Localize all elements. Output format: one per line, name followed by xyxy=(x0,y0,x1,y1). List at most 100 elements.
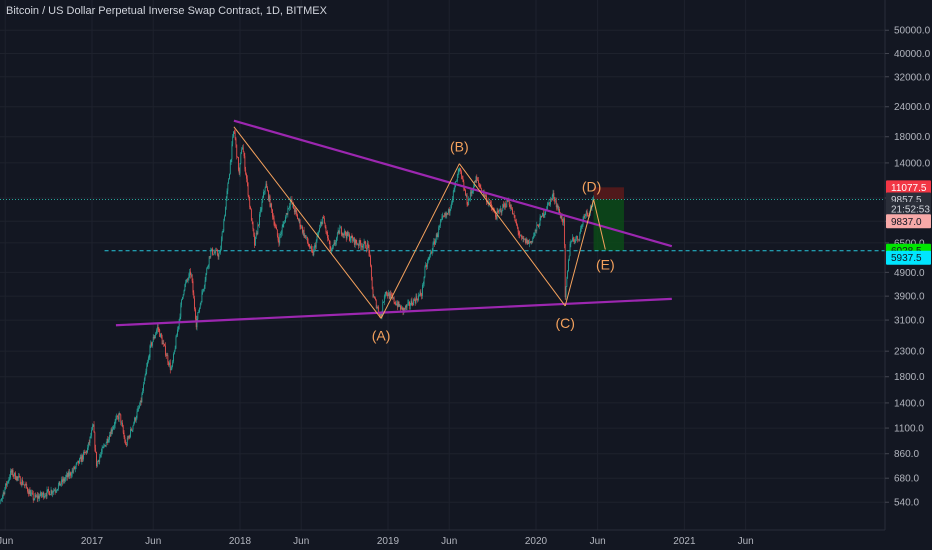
candle-body xyxy=(379,314,381,316)
candle-body xyxy=(428,257,430,260)
candle-body xyxy=(363,241,365,246)
candle-body xyxy=(476,176,478,180)
candle-body xyxy=(504,203,506,207)
wave-segment[interactable] xyxy=(593,199,606,250)
candle-body xyxy=(323,218,325,224)
candle-body xyxy=(144,375,146,379)
candle-body xyxy=(187,279,189,281)
candle-body xyxy=(430,252,432,254)
candle-body xyxy=(298,219,300,221)
candle-body xyxy=(409,305,411,306)
candle-body xyxy=(544,211,546,215)
candle-body xyxy=(432,243,434,252)
candle-body xyxy=(123,432,125,438)
candle-body xyxy=(66,474,68,478)
candle-body xyxy=(143,378,145,385)
candle-body xyxy=(499,209,500,212)
candle-body xyxy=(146,366,148,372)
candle-body xyxy=(578,239,580,241)
candle-body xyxy=(474,181,476,183)
candle-body xyxy=(556,205,558,208)
candle-body xyxy=(219,252,221,254)
candle-body xyxy=(342,233,344,236)
candle-body xyxy=(396,303,398,307)
candle-body xyxy=(137,408,139,412)
candle-body xyxy=(426,262,428,267)
time-tick-label: Jun xyxy=(0,536,13,547)
candle-body xyxy=(100,454,101,457)
candle-body xyxy=(57,489,58,491)
candle-body xyxy=(354,239,356,245)
candle-body xyxy=(98,460,100,462)
price-axis[interactable]: 540.0 680.0 860.0 1100.0 1400.0 1800.0 2300.0 3… xyxy=(884,0,932,550)
time-axis[interactable]: Jun 2017 Jun 2018 Jun 2019 Jun 2020 Jun 2021 Jun xyxy=(0,529,885,547)
candle-body xyxy=(297,219,299,221)
price-badge-label: 9837.0 xyxy=(891,217,922,228)
candle-body xyxy=(6,483,7,486)
lower-trendline[interactable] xyxy=(115,297,672,327)
candle-body xyxy=(47,489,49,490)
candle-body xyxy=(351,235,353,239)
wave-segment[interactable] xyxy=(564,199,595,307)
candle-body xyxy=(166,355,168,357)
candle-body xyxy=(82,455,84,460)
candle-body xyxy=(574,241,576,243)
candle-body xyxy=(113,425,115,427)
candle-body xyxy=(33,499,35,500)
candle-body xyxy=(133,423,135,426)
candle-body xyxy=(228,179,230,184)
wave-segment[interactable] xyxy=(233,126,382,319)
time-tick-label: Jun xyxy=(590,536,606,547)
candle-body xyxy=(358,240,360,246)
wave-segment[interactable] xyxy=(458,163,566,307)
candle-body xyxy=(430,252,431,255)
time-tick-label: 2017 xyxy=(81,536,104,547)
candle-body xyxy=(408,301,410,303)
candle-body xyxy=(524,238,526,240)
candle-body xyxy=(299,219,301,227)
candle-body xyxy=(283,222,285,225)
candle-body xyxy=(210,250,212,257)
candle-body xyxy=(65,477,67,480)
candle-body xyxy=(30,492,32,496)
candle-body xyxy=(456,174,458,182)
wave-segment[interactable] xyxy=(380,163,460,319)
candle-body xyxy=(256,232,258,234)
candle-body xyxy=(209,256,211,258)
candle-body xyxy=(43,492,45,498)
upper-trendline[interactable] xyxy=(233,119,673,248)
candle-body xyxy=(576,235,578,240)
candle-body xyxy=(568,260,569,271)
price-axis-bg[interactable] xyxy=(885,0,932,550)
candle-body xyxy=(157,327,159,329)
candle-body xyxy=(424,266,426,277)
candle-body xyxy=(383,295,385,303)
candle-body xyxy=(54,490,56,492)
candle-body xyxy=(155,333,157,337)
wave-lines[interactable] xyxy=(233,126,606,319)
candle-body xyxy=(230,159,232,163)
candle-body xyxy=(358,244,359,246)
candle-body xyxy=(336,232,338,238)
candle-body xyxy=(79,458,80,464)
candle-body xyxy=(448,209,450,213)
trendlines[interactable] xyxy=(115,119,673,327)
candle-body xyxy=(549,202,551,205)
candle-body xyxy=(580,228,582,233)
candle-body xyxy=(60,483,62,486)
candle-body xyxy=(191,274,193,282)
price-tick-label: 680.0 xyxy=(894,474,919,485)
candle-body xyxy=(332,247,333,250)
candle-body xyxy=(16,476,18,480)
candle-body xyxy=(198,312,200,313)
candle-body xyxy=(106,438,108,443)
candle-body xyxy=(359,240,361,244)
candle-body xyxy=(563,218,565,245)
candle-body xyxy=(177,329,178,336)
candle-body xyxy=(472,191,474,193)
candle-body xyxy=(362,245,363,248)
candle-body xyxy=(340,227,342,235)
